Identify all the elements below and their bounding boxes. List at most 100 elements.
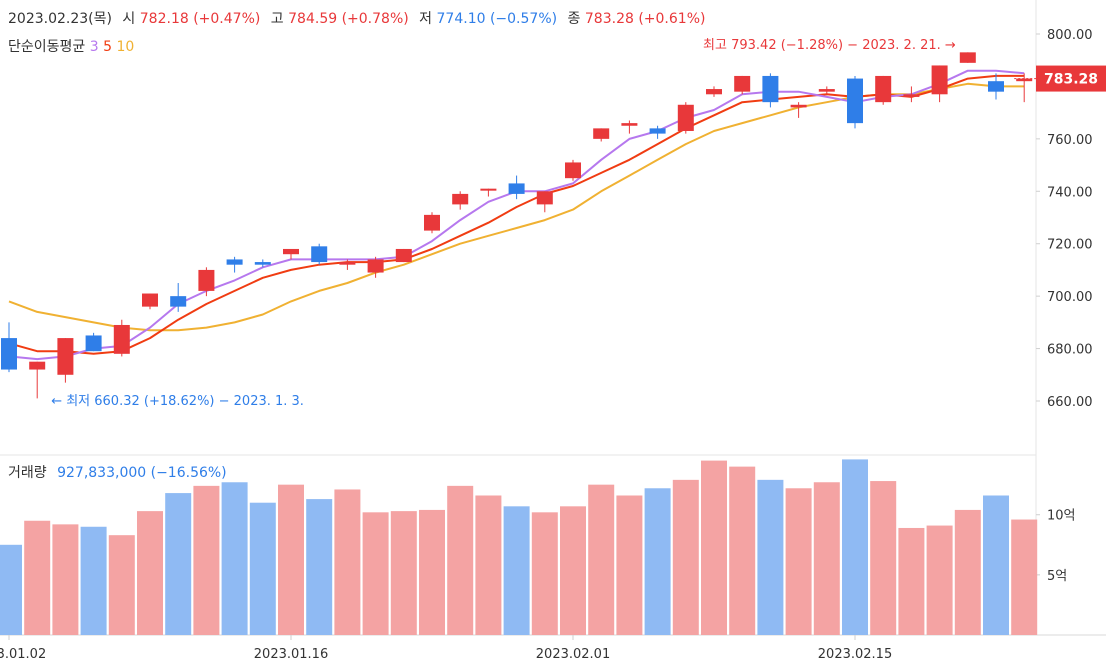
volume-bar	[785, 488, 812, 635]
high-value: 784.59 (+0.78%)	[288, 11, 409, 27]
volume-tick-label: 5억	[1047, 569, 1067, 584]
candle-body	[170, 296, 187, 307]
price-tick-label: 760.00	[1047, 133, 1093, 148]
price-tick-label: 680.00	[1047, 343, 1093, 358]
volume-bar	[616, 495, 643, 635]
volume-bar	[842, 459, 868, 635]
volume-bar	[503, 506, 530, 635]
volume-bar	[1011, 519, 1038, 635]
volume-bar	[588, 484, 615, 635]
candle-body	[85, 335, 102, 352]
volume-bar	[0, 544, 22, 635]
ma-legend-label: 단순이동평균	[8, 39, 86, 55]
price-tick-label: 720.00	[1047, 238, 1093, 253]
candle-body	[565, 162, 581, 179]
volume-bar	[898, 527, 925, 635]
volume-bar	[447, 485, 474, 635]
candle-body	[677, 104, 694, 131]
candle-body	[1, 338, 17, 370]
volume-bar	[80, 526, 107, 635]
high-label: 고	[270, 11, 284, 27]
candle-body	[508, 183, 525, 194]
high-annotation: 최고 793.42 (−1.28%) − 2023. 2. 21. →	[703, 38, 956, 53]
ma-legend[interactable]: 단순이동평균 3 5 10	[8, 36, 134, 56]
volume-bar	[52, 524, 79, 635]
close-value: 783.28 (+0.61%)	[584, 11, 706, 27]
volume-bar	[193, 485, 220, 635]
volume-bar	[813, 482, 840, 635]
price-tick-label: 660.00	[1047, 395, 1093, 410]
last-price-tag: 783.28	[1044, 72, 1098, 88]
volume-bar	[165, 493, 192, 635]
candle-body	[536, 191, 553, 205]
candle-body	[424, 214, 440, 231]
candle-body	[311, 246, 328, 263]
close-label: 종	[567, 11, 581, 27]
volume-bar	[419, 509, 445, 635]
ma5-legend: 5	[103, 39, 113, 55]
volume-bar	[221, 482, 248, 635]
candle-body	[790, 104, 807, 108]
volume-bar	[757, 479, 784, 635]
volume-bar	[108, 535, 135, 635]
price-tick-label: 740.00	[1047, 185, 1093, 200]
candle-body	[1016, 78, 1033, 82]
candle-body	[988, 81, 1004, 92]
candle-body	[142, 293, 158, 307]
low-value: 774.10 (−0.57%)	[436, 11, 558, 27]
price-tick-label: 700.00	[1047, 290, 1093, 305]
ma3-legend: 3	[89, 39, 99, 55]
volume-bar	[983, 495, 1009, 635]
ma5-line	[8, 74, 1025, 355]
volume-tick-label: 10억	[1047, 509, 1076, 524]
candle-body	[395, 248, 412, 263]
candle-body	[29, 361, 46, 370]
candle-body	[198, 269, 215, 291]
candle-body	[706, 89, 722, 95]
volume-bar	[560, 506, 586, 635]
candle-body	[649, 128, 666, 134]
volume-bar	[644, 488, 671, 635]
candle-body	[113, 324, 130, 354]
volume-bar	[306, 499, 333, 635]
candle-body	[254, 262, 271, 265]
volume-bar	[278, 484, 304, 635]
volume-bar	[249, 502, 276, 635]
last-price-tag-bg	[1036, 65, 1106, 92]
volume-bar	[926, 525, 953, 635]
open-label: 시	[122, 11, 136, 27]
volume-value: 927,833,000 (−16.56%)	[57, 465, 227, 481]
volume-bar	[701, 460, 727, 635]
ma10-legend: 10	[116, 39, 135, 55]
volume-bar	[475, 495, 502, 635]
volume-bar	[954, 509, 981, 635]
ma3-line	[8, 69, 1025, 361]
candle-body	[931, 65, 948, 95]
date-tick-label: 2023.01.16	[254, 647, 328, 662]
low-label: 저	[419, 11, 433, 27]
candle-body	[875, 75, 892, 103]
volume-legend[interactable]: 거래량 927,833,000 (−16.56%)	[8, 462, 227, 482]
date-tick-label: 2023.02.01	[536, 647, 610, 662]
price-tick-label: 800.00	[1047, 28, 1093, 43]
volume-bar	[531, 512, 558, 635]
header-date: 2023.02.23(목)	[8, 11, 112, 27]
candle-body	[226, 259, 243, 265]
volume-bar	[362, 512, 389, 635]
volume-bar	[729, 466, 756, 635]
candle-body	[339, 262, 356, 265]
open-value: 782.18 (+0.47%)	[139, 11, 261, 27]
candle-body	[367, 259, 384, 273]
volume-bar	[137, 511, 163, 635]
date-tick-label: 2023.02.15	[818, 647, 892, 662]
candle-body	[480, 188, 497, 191]
candle-body	[452, 193, 469, 205]
date-tick-label: 2023.01.02	[0, 647, 46, 662]
candle-body	[593, 128, 610, 139]
volume-label: 거래량	[8, 465, 47, 481]
low-annotation: ← 최저 660.32 (+18.62%) − 2023. 1. 3.	[51, 394, 304, 409]
volume-bar	[334, 489, 361, 635]
candle-body	[283, 248, 299, 255]
candle-body	[959, 52, 976, 63]
